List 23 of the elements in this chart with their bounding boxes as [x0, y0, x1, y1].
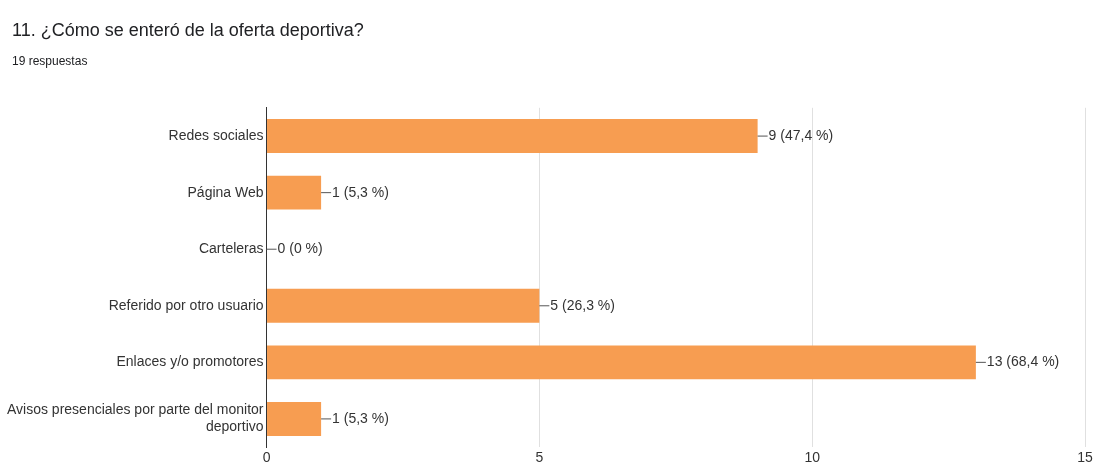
bar [267, 401, 322, 436]
data-label: 0 (0 %) [277, 240, 323, 257]
y-tick-label: Redes sociales [168, 126, 264, 143]
text: 19 respuestas [12, 54, 88, 68]
y-tick-label: Enlaces y/o promotores [116, 353, 264, 370]
data-label: 1 (5,3 %) [332, 183, 389, 200]
data-label: 9 (47,4 %) [768, 126, 834, 143]
chart-title: 11. ¿Cómo se enteró de la oferta deportiva? [12, 20, 364, 41]
x-tick-label: 10 [804, 449, 821, 466]
data-label: 5 (26,3 %) [550, 296, 615, 313]
y-tick-label: Página Web [187, 183, 264, 200]
bar [267, 175, 322, 210]
bar [267, 345, 976, 380]
bar [267, 119, 758, 154]
x-tick-label: 5 [535, 449, 544, 466]
y-tick-label: Carteleras [198, 240, 264, 257]
data-label: 13 (68,4 %) [986, 353, 1060, 370]
bar [267, 288, 540, 323]
x-tick-label: 15 [1077, 449, 1093, 466]
data-label: 1 (5,3 %) [332, 409, 389, 426]
x-tick-label: 0 [262, 449, 271, 466]
y-tick-label: Avisos presenciales por parte del monitor deportivo [6, 401, 264, 435]
y-tick-label: Referido por otro usuario [108, 296, 264, 313]
